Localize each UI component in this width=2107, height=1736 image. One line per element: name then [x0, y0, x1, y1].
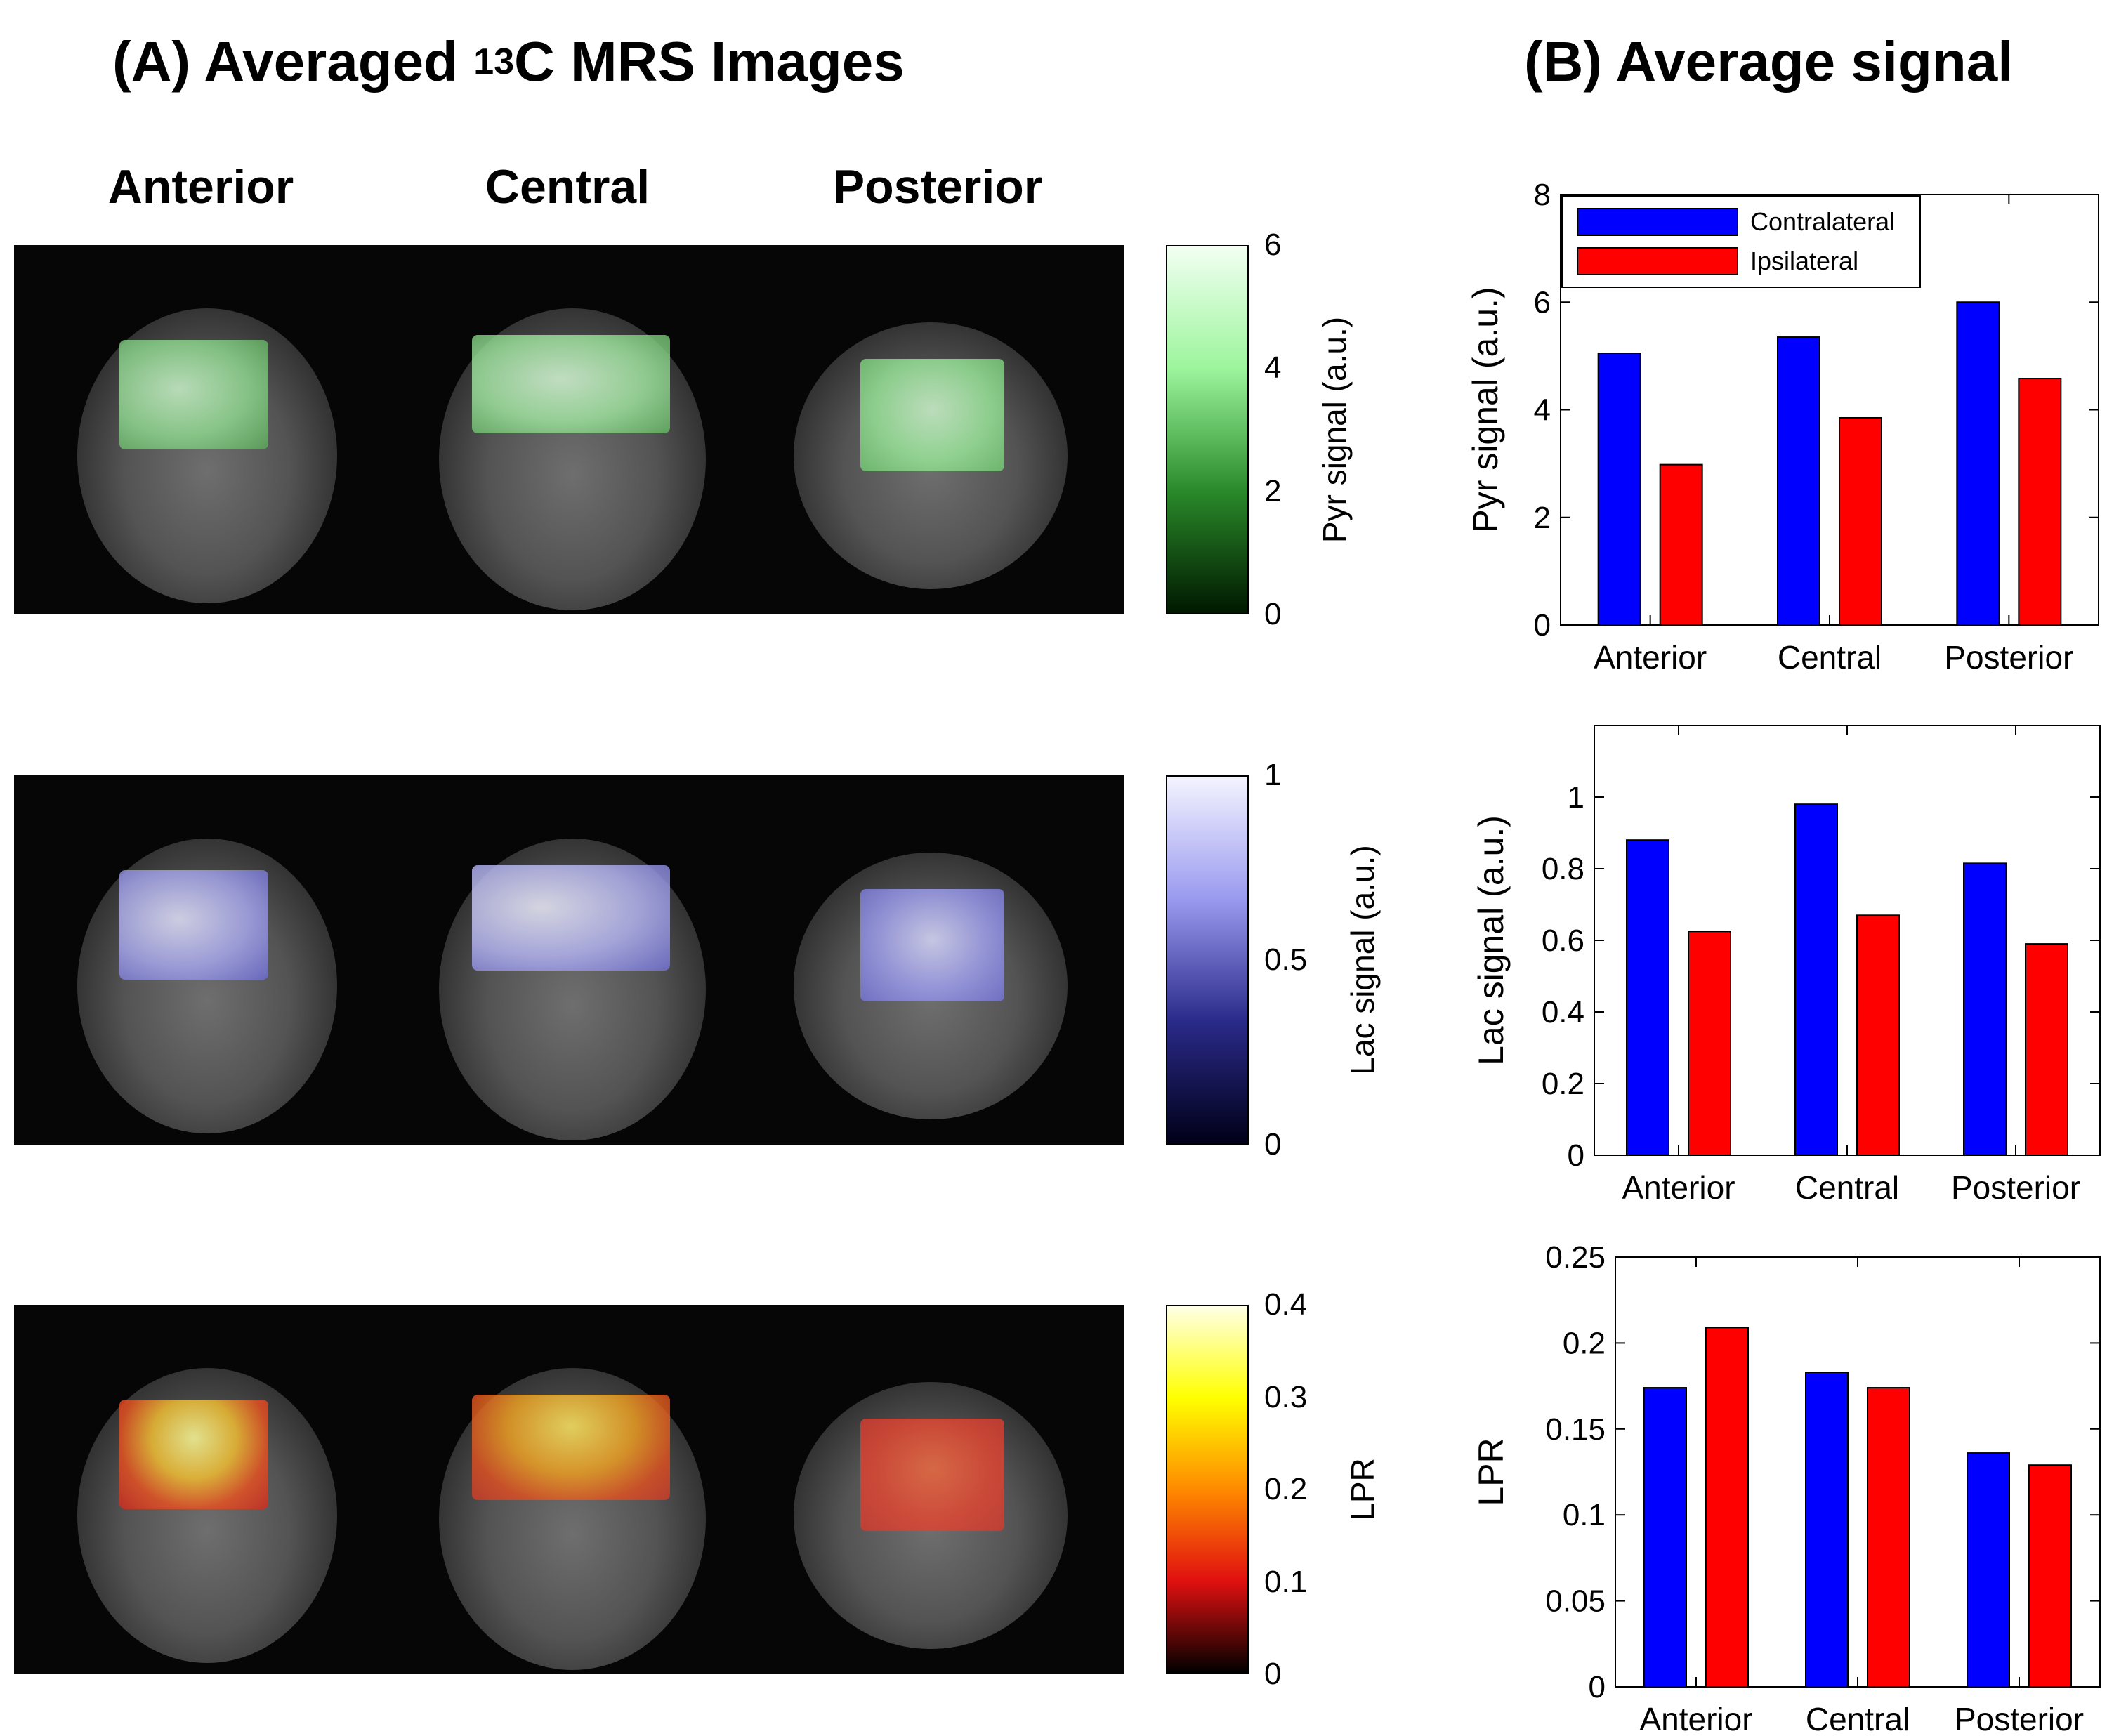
colorbar-lpr-tick-0.3: 0.3	[1264, 1380, 1308, 1414]
chart-1-xtick-label: Posterior	[1951, 1169, 2080, 1206]
chart-0-bar-ipsilateral-posterior	[2018, 378, 2062, 626]
chart-1-ytick-label: 0.4	[1542, 995, 1584, 1030]
chart-0-ytick-label: 8	[1534, 178, 1551, 212]
chart-2-bar-contralateral-posterior	[1967, 1452, 2010, 1688]
chart-2-ytick-label: 0	[1589, 1670, 1606, 1704]
panel-a-title: (A) Averaged 13C MRS Images	[112, 30, 905, 93]
chart-2-bar-ipsilateral-posterior	[2028, 1464, 2072, 1688]
chart-2-ytick-label: 0.1	[1563, 1498, 1606, 1532]
chart-0-xtick-label: Anterior	[1594, 639, 1707, 676]
chart-2-bar-contralateral-central	[1805, 1372, 1849, 1688]
chart-1-xtick-label: Central	[1795, 1169, 1899, 1206]
chart-1-ytick-label: 0	[1568, 1138, 1584, 1173]
mrs-image-lactate	[14, 775, 1124, 1145]
mrs-image-lpr	[14, 1305, 1124, 1674]
chart-0-legend-label-contralateral: Contralateral	[1750, 207, 1895, 236]
chart-2-xtick-label: Posterior	[1955, 1701, 2084, 1736]
chart-0-bar-contralateral-central	[1777, 336, 1820, 626]
chart-0-legend-label-ipsilateral: Ipsilateral	[1750, 246, 1858, 275]
chart-1-bar-contralateral-central	[1794, 803, 1838, 1156]
chart-1-ytick-label: 0.2	[1542, 1067, 1584, 1101]
chart-2-bar-ipsilateral-central	[1867, 1387, 1910, 1688]
colorbar-lpr-tick-0.4: 0.4	[1264, 1287, 1308, 1322]
pyr-overlay-anterior	[119, 340, 268, 449]
chart-1-bar-ipsilateral-central	[1856, 914, 1900, 1157]
chart-2-bar-ipsilateral-anterior	[1705, 1327, 1749, 1688]
lac-overlay-posterior	[860, 889, 1004, 1001]
chart-0-legend-swatch-contralateral	[1577, 208, 1738, 236]
chart-2-ytick-label: 0.15	[1545, 1412, 1606, 1447]
colorbar-lpr	[1166, 1305, 1249, 1674]
chart-0-ytick-label: 0	[1534, 608, 1551, 643]
column-label-anterior: Anterior	[107, 160, 294, 213]
colorbar-pyruvate	[1166, 245, 1249, 614]
colorbar-pyr-tick-6: 6	[1264, 228, 1282, 262]
chart-0-ylabel: Pyr signal (a.u.)	[1466, 287, 1505, 532]
colorbar-pyr-tick-2: 2	[1264, 474, 1282, 508]
chart-0-xtick-label: Central	[1778, 639, 1882, 676]
column-label-central: Central	[485, 160, 650, 213]
colorbar-lac-tick-0: 0	[1264, 1127, 1282, 1162]
colorbar-lac-tick-0.5: 0.5	[1264, 942, 1308, 977]
chart-2-ytick-label: 0.05	[1545, 1584, 1606, 1619]
pyr-overlay-posterior	[860, 359, 1004, 471]
lpr-overlay-central	[472, 1395, 670, 1500]
chart-0-ytick-label: 4	[1534, 393, 1551, 428]
colorbar-lpr-tick-0.2: 0.2	[1264, 1472, 1308, 1506]
chart-1-bar-contralateral-anterior	[1626, 839, 1669, 1156]
chart-0-bar-ipsilateral-central	[1839, 416, 1882, 626]
colorbar-lactate	[1166, 775, 1249, 1145]
chart-2-ylabel: LPR	[1471, 1438, 1511, 1506]
colorbar-pyr-tick-0: 0	[1264, 597, 1282, 631]
chart-0-ytick-label: 2	[1534, 501, 1551, 535]
chart-1-ylabel: Lac signal (a.u.)	[1471, 815, 1511, 1065]
chart-1-ytick-label: 1	[1568, 780, 1584, 815]
colorbar-lac-tick-1: 1	[1264, 758, 1282, 792]
chart-2-ytick-label: 0.2	[1563, 1326, 1606, 1360]
chart-2-axes-box	[1615, 1256, 2101, 1688]
chart-1-bar-ipsilateral-posterior	[2025, 943, 2068, 1156]
chart-1-bar-ipsilateral-anterior	[1688, 931, 1731, 1156]
lpr-overlay-posterior	[860, 1419, 1004, 1531]
colorbar-lpr-tick-0.1: 0.1	[1264, 1565, 1308, 1599]
lac-overlay-anterior	[119, 870, 268, 980]
mrs-image-pyruvate	[14, 245, 1124, 614]
lac-overlay-central	[472, 865, 670, 971]
chart-1-ytick-label: 0.8	[1542, 852, 1584, 886]
chart-1-axes-box	[1594, 725, 2101, 1156]
chart-2-xtick-label: Central	[1806, 1701, 1910, 1736]
chart-1-xtick-label: Anterior	[1622, 1169, 1735, 1206]
chart-0-bar-contralateral-posterior	[1956, 301, 2000, 626]
chart-2-xtick-label: Anterior	[1639, 1701, 1752, 1736]
column-label-posterior: Posterior	[832, 160, 1043, 213]
chart-0-ytick-label: 6	[1534, 285, 1551, 320]
chart-0-xtick-label: Posterior	[1944, 639, 2073, 676]
chart-1-bar-contralateral-posterior	[1963, 862, 2007, 1156]
lpr-overlay-anterior	[119, 1400, 268, 1509]
chart-0-bar-ipsilateral-anterior	[1659, 463, 1703, 626]
chart-0-bar-contralateral-anterior	[1597, 353, 1641, 626]
chart-2-bar-contralateral-anterior	[1643, 1387, 1687, 1688]
chart-2-ytick-label: 0.25	[1545, 1240, 1606, 1275]
chart-1-ytick-label: 0.6	[1542, 923, 1584, 958]
colorbar-pyr-tick-4: 4	[1264, 350, 1282, 385]
chart-0-legend-swatch-ipsilateral	[1577, 247, 1738, 275]
pyr-overlay-central	[472, 335, 670, 433]
colorbar-lpr-tick-0: 0	[1264, 1657, 1282, 1691]
panel-b-title: (B) Average signal	[1524, 30, 2014, 93]
